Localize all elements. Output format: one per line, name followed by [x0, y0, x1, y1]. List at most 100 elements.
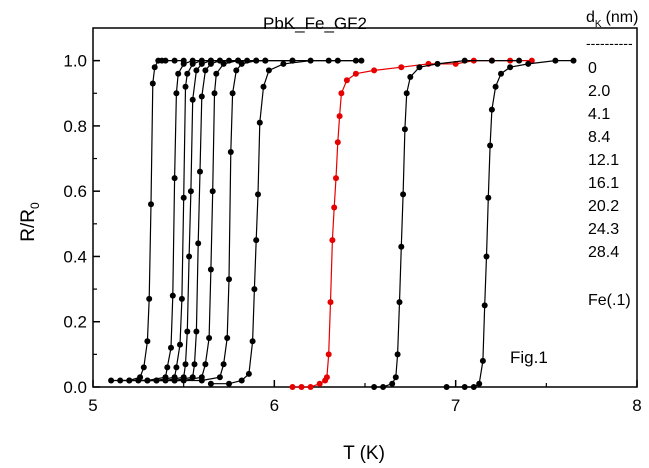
data-point	[211, 90, 218, 97]
data-point	[198, 377, 205, 384]
data-point	[325, 351, 332, 358]
legend-header: dK (nm)	[586, 9, 638, 30]
series-8	[289, 57, 535, 390]
data-point	[488, 106, 495, 113]
y-axis-ticks: 0.0 0.2 0.4 0.6 0.8 1.0	[63, 52, 100, 397]
data-point	[148, 201, 154, 208]
data-point	[470, 384, 477, 390]
legend-entry: 20.2	[588, 198, 619, 215]
data-point	[498, 70, 504, 77]
data-point	[371, 384, 378, 390]
x-axis-label: T (K)	[343, 443, 385, 464]
data-point	[162, 57, 169, 64]
series-2	[126, 57, 251, 384]
data-point	[331, 204, 338, 211]
data-point	[245, 370, 252, 377]
data-point	[327, 299, 334, 306]
data-point	[238, 60, 245, 67]
data-point	[307, 57, 314, 64]
series-line	[446, 59, 574, 388]
series-5	[153, 57, 296, 384]
series-line	[147, 59, 266, 382]
data-point	[233, 67, 240, 74]
series-1	[117, 57, 242, 384]
y-axis-label: R/R0	[18, 202, 42, 242]
data-point	[207, 266, 214, 273]
data-point	[253, 57, 260, 64]
data-point	[249, 338, 256, 345]
data-point	[253, 237, 260, 244]
data-point	[149, 80, 156, 87]
data-point	[251, 286, 258, 293]
data-point	[197, 168, 203, 175]
data-point	[343, 77, 350, 84]
data-point	[479, 357, 486, 364]
data-point	[485, 194, 492, 201]
data-point	[289, 384, 296, 390]
legend-entry: 24.3	[588, 221, 619, 238]
data-point	[487, 142, 494, 149]
data-point	[461, 384, 468, 390]
series-line	[292, 59, 532, 388]
data-point	[329, 237, 336, 244]
legend-header-unit: (nm)	[606, 9, 639, 26]
data-point	[140, 364, 147, 371]
series-line	[120, 59, 239, 382]
data-point	[226, 276, 232, 283]
series-9	[371, 57, 523, 390]
svg-text:R/R0: R/R0	[18, 202, 42, 242]
data-point	[198, 93, 205, 100]
data-point	[398, 243, 405, 250]
data-point	[144, 377, 151, 384]
data-point	[238, 377, 245, 384]
data-point	[392, 374, 399, 381]
data-point	[525, 60, 532, 67]
data-point	[202, 67, 209, 74]
data-point	[184, 70, 191, 77]
data-point	[198, 60, 205, 67]
data-point	[220, 361, 227, 368]
data-point	[400, 191, 407, 198]
data-point	[352, 70, 359, 77]
data-point	[209, 188, 216, 195]
data-point	[461, 57, 468, 64]
data-point	[182, 361, 189, 368]
legend-footer: Fe(.1)	[588, 292, 631, 309]
data-point	[216, 374, 223, 381]
data-point	[178, 295, 185, 302]
data-point	[336, 113, 343, 120]
data-point	[126, 377, 133, 384]
data-point	[227, 149, 234, 155]
data-point	[189, 60, 196, 67]
legend-entry: 12.1	[588, 152, 619, 169]
series-6	[171, 57, 359, 384]
data-point	[168, 344, 174, 351]
legend-entry: 0	[588, 60, 597, 77]
data-point	[394, 351, 401, 358]
data-point	[193, 67, 200, 74]
data-point	[407, 74, 414, 80]
data-point	[396, 299, 403, 306]
data-point	[193, 328, 200, 335]
data-point	[316, 380, 323, 387]
y-tick-label: 0.6	[63, 182, 87, 201]
data-point	[151, 64, 158, 71]
data-point	[153, 377, 160, 384]
data-point	[416, 64, 423, 71]
data-point	[206, 335, 213, 341]
data-point	[146, 295, 153, 302]
data-point	[323, 374, 330, 381]
series-line	[210, 59, 362, 385]
data-point	[171, 377, 178, 384]
data-point	[401, 126, 408, 133]
series-3	[135, 57, 260, 384]
data-point	[434, 60, 441, 67]
data-point	[307, 384, 314, 390]
legend: dK (nm) ---------- 0 2.0 4.1 8.4 12.1 16.1 20.2…	[586, 9, 638, 309]
series-7	[207, 57, 365, 387]
data-point	[169, 292, 176, 299]
data-point	[191, 361, 198, 368]
x-tick-label: 7	[451, 396, 460, 415]
x-tick-label: 8	[632, 396, 641, 415]
